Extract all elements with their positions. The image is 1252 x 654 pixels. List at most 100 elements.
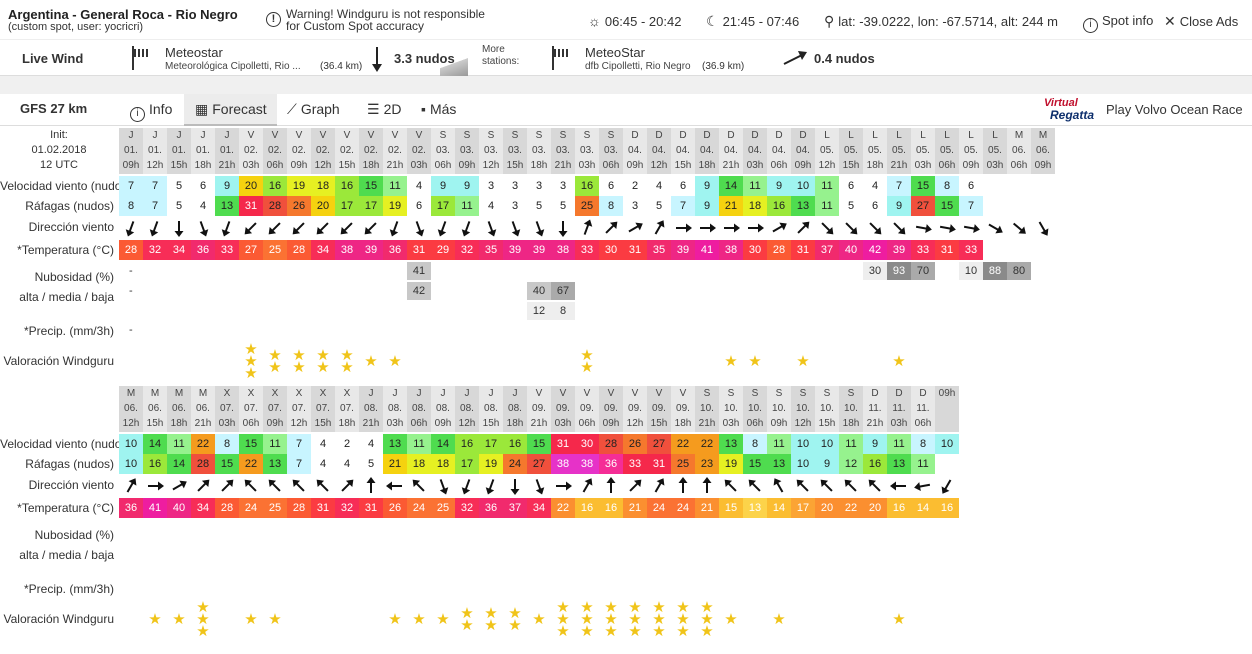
cloud-cell: 12	[527, 302, 551, 320]
label-cloud: Nubosidad (%)	[34, 270, 114, 284]
header-date: 10.	[700, 403, 714, 414]
gust-cell: 17	[455, 454, 479, 474]
wind-speed-cell: 11	[167, 434, 191, 454]
header-date: 04.	[700, 145, 714, 156]
wind-speed-cell: 20	[239, 176, 263, 196]
header-hour: 09h	[1034, 160, 1052, 171]
wind-direction-arrow	[239, 476, 263, 496]
header-day: D	[871, 388, 879, 399]
header-day: S	[439, 130, 447, 141]
wind-speed-cell: 27	[647, 434, 671, 454]
info-icon: i	[1083, 18, 1098, 33]
cloud-cell: 80	[1007, 262, 1031, 280]
temperature-cell: 25	[431, 498, 455, 518]
station-flag-icon	[550, 46, 570, 70]
header-hour: 12h	[290, 418, 308, 429]
rating-stars: ★	[268, 611, 282, 628]
forecast-header-cell: L 05. 15h	[839, 128, 863, 174]
header-day: D	[727, 130, 735, 141]
more-line-2: stations:	[482, 56, 520, 67]
wind-direction-arrow	[383, 218, 407, 238]
forecast-header-cell: J 01. 15h	[167, 128, 191, 174]
temperature-cell: 31	[791, 240, 815, 260]
header-day: J	[440, 388, 446, 399]
wind-direction-arrow	[599, 476, 623, 496]
header-hour: 06h	[1010, 160, 1028, 171]
gust-cell: 5	[527, 196, 551, 216]
header-hour: 21h	[554, 160, 572, 171]
wind-speed-cell: 9	[455, 176, 479, 196]
spot-title: Argentina - General Roca - Rio Negro	[8, 7, 238, 22]
wind-speed-cell: 2	[623, 176, 647, 196]
wind-direction-arrow	[1007, 218, 1031, 238]
close-ads-label: Close Ads	[1179, 14, 1239, 29]
header-date: 10.	[820, 403, 834, 414]
header-date: 02.	[316, 145, 330, 156]
wind-speed-cell: 15	[239, 434, 263, 454]
tab-graph[interactable]: ⟋ Graph	[287, 94, 340, 126]
info-icon: i	[130, 107, 145, 122]
tab-info-label: Info	[149, 101, 173, 117]
gust-cell: 28	[263, 196, 287, 216]
more-stations-label[interactable]: More stations:	[482, 44, 519, 68]
wind-direction-arrow	[407, 218, 431, 238]
tab-2d[interactable]: ☰ 2D	[367, 94, 401, 126]
station1-arrow-icon	[370, 45, 384, 78]
header-hour: 21h	[890, 160, 908, 171]
rating-stars: ★ ★	[340, 347, 354, 376]
header-hour: 09h	[626, 160, 644, 171]
tab-info[interactable]: i Info	[124, 94, 178, 126]
temperature-cell: 25	[263, 240, 287, 260]
wind-direction-arrow	[527, 218, 551, 238]
wind-direction-arrow	[791, 218, 815, 238]
spot-info-link[interactable]: i Spot info	[1083, 13, 1153, 33]
header-date: 05.	[820, 145, 834, 156]
init-date: 01.02.2018	[31, 144, 87, 156]
wind-direction-arrow	[911, 476, 935, 496]
wind-speed-cell: 11	[887, 434, 911, 454]
wind-direction-arrow	[551, 476, 575, 496]
temperature-cell: 16	[887, 498, 911, 518]
tab-forecast[interactable]: ▦ Forecast	[184, 94, 277, 126]
live-wind-label: Live Wind	[22, 51, 84, 66]
wind-direction-arrow	[503, 476, 527, 496]
model-name[interactable]: GFS 27 km	[20, 101, 88, 116]
station1-distance: (36.4 km)	[320, 61, 363, 72]
virtual-regatta-logo[interactable]: Virtual Regatta	[1044, 97, 1102, 123]
temperature-cell: 28	[287, 240, 311, 260]
forecast-header-cell: J 08. 06h	[407, 386, 431, 432]
spot-info-label: Spot info	[1102, 13, 1154, 28]
station2-wind: 0.4 nudos	[814, 51, 875, 66]
gust-cell: 13	[767, 454, 791, 474]
forecast-header-cell: V 02. 12h	[311, 128, 335, 174]
wind-direction-arrow	[575, 218, 599, 238]
temperature-cell: 33	[959, 240, 983, 260]
temperature-cell: 16	[575, 498, 599, 518]
play-volvo-link[interactable]: Play Volvo Ocean Race	[1106, 102, 1243, 117]
header-day: J	[224, 130, 230, 141]
live-wind-bar: Live Wind Meteostar Meteorológica Cipoll…	[0, 40, 1252, 76]
header-date: 02.	[364, 145, 378, 156]
station1-name[interactable]: Meteostar	[165, 45, 223, 60]
forecast-header-cell: S 03. 21h	[551, 128, 575, 174]
cloud-cell: 70	[911, 262, 935, 280]
wind-speed-cell: 8	[935, 176, 959, 196]
gust-cell: 17	[431, 196, 455, 216]
wind-direction-arrow	[359, 218, 383, 238]
header-day: S	[559, 130, 567, 141]
header-hour: 21h	[722, 160, 740, 171]
tab-mas[interactable]: ▪ Más	[421, 94, 456, 126]
gust-cell: 9	[815, 454, 839, 474]
cloud-cell: 88	[983, 262, 1007, 280]
gust-cell: 25	[575, 196, 599, 216]
gust-cell: 12	[839, 454, 863, 474]
forecast-header-cell: M 06. 06h	[1007, 128, 1031, 174]
header-day: L	[824, 130, 830, 141]
forecast-header-cell: J 01. 09h	[119, 128, 143, 174]
close-ads-button[interactable]: ✕ Close Ads	[1164, 13, 1238, 30]
header-date: 01.	[196, 145, 210, 156]
header-date: 04.	[724, 145, 738, 156]
wind-direction-arrow	[167, 476, 191, 496]
header-day: S	[847, 388, 855, 399]
station2-name[interactable]: MeteoStar	[585, 45, 645, 60]
